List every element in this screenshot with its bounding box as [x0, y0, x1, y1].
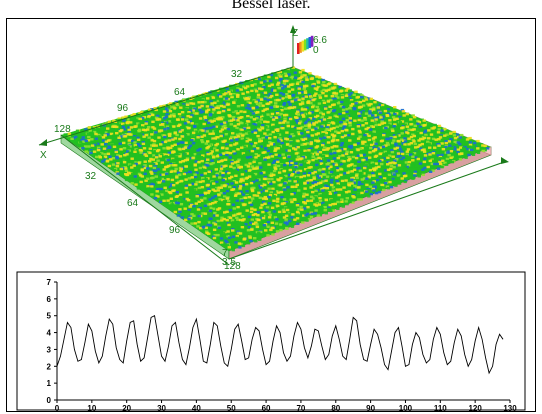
profile-ticks: 0 10 20 30 40 50 60 70 80 90 100 110 120 130 0 1 2 3 4 5 6 7	[47, 278, 518, 413]
x-tick-label: 40	[192, 404, 201, 413]
profile-series-line	[56, 315, 504, 375]
y-tick-label: 7	[47, 278, 52, 287]
colorbar-band	[308, 37, 312, 48]
y-tick-side-128: 128	[224, 261, 241, 272]
y-tick-label: 3	[47, 345, 52, 354]
colorbar	[297, 35, 314, 54]
x-tick-label: 30	[157, 404, 166, 413]
x-tick-back-32: 32	[231, 69, 243, 80]
colorbar-band	[297, 43, 300, 54]
profile-axes	[56, 282, 510, 401]
x-tick-label: 90	[366, 404, 375, 413]
x-tick-label: 20	[122, 404, 131, 413]
x-tick-label: 130	[503, 404, 517, 413]
x-tick-label: 110	[434, 404, 447, 413]
colorbar-band	[306, 38, 309, 50]
x-axis-label: X	[40, 150, 47, 161]
x-tick-label: 120	[468, 404, 482, 413]
z-tick-7: 7	[222, 248, 228, 259]
y-tick-side-64: 64	[127, 198, 139, 209]
colorbar-band	[299, 41, 302, 53]
x-tick-back-128: 128	[54, 124, 71, 135]
x-tick-label: 100	[399, 404, 413, 413]
y-tick-label: 4	[47, 329, 52, 338]
z-tick-3-5: 3.5	[222, 257, 236, 268]
surface-y2-axis-line	[228, 160, 508, 260]
surface-x-axis-line	[38, 66, 294, 146]
surface-plot: Z X 6.6 0 32 64 96 128 32 64 96 128 7 3.…	[38, 25, 509, 272]
colorbar-band	[301, 40, 305, 52]
colorbar-max-label: 6.6	[313, 35, 327, 46]
surface-y-axis-line	[60, 134, 230, 266]
x-tick-label: 70	[296, 404, 305, 413]
x-tick-label: 50	[227, 404, 236, 413]
x-tick-label: 10	[87, 404, 96, 413]
z-axis-label: Z	[292, 28, 298, 39]
x-tick-back-64: 64	[174, 87, 186, 98]
y-tick-side-32: 32	[85, 171, 97, 182]
x-tick-back-96: 96	[117, 103, 129, 114]
y-axis-arrow	[501, 157, 509, 164]
y-tick-label: 0	[47, 396, 52, 405]
y-tick-label: 1	[47, 379, 52, 388]
colorbar-band	[303, 39, 307, 51]
profile-chart: 0 10 20 30 40 50 60 70 80 90 100 110 120 130 0 1 2 3 4 5 6 7	[16, 271, 526, 413]
colorbar-band	[310, 35, 314, 47]
surface-axes	[38, 25, 509, 266]
x-tick-label: 80	[331, 404, 340, 413]
x-tick-label: 0	[55, 404, 60, 413]
y-tick-label: 5	[47, 312, 52, 321]
y-tick-side-96: 96	[169, 225, 181, 236]
colorbar-min-label: 0	[313, 45, 319, 56]
y-tick-label: 6	[47, 295, 52, 304]
figure-title: Bessel laser.	[231, 0, 311, 12]
figure-frame: Z X 6.6 0 32 64 96 128 32 64 96 128 7 3.…	[6, 18, 536, 413]
x-axis-arrow	[39, 139, 47, 146]
surface-texture	[63, 66, 490, 252]
profile-chart-panel	[16, 271, 526, 411]
y-tick-label: 2	[47, 362, 52, 371]
z-axis-arrow	[290, 25, 296, 33]
x-tick-label: 60	[262, 404, 271, 413]
